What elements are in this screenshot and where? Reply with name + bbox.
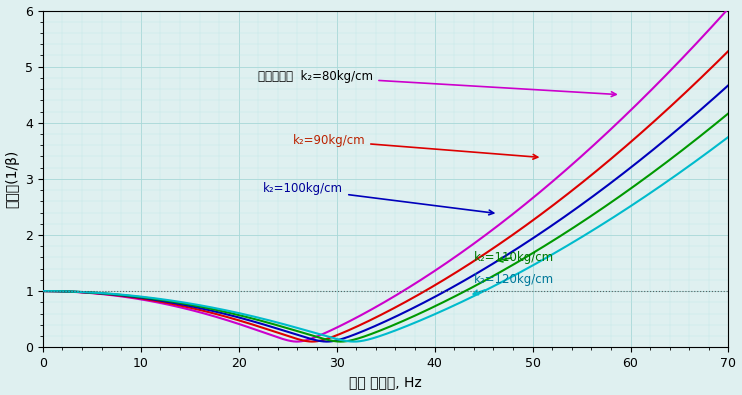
Text: 스프링상수  k₂=80kg/cm: 스프링상수 k₂=80kg/cm — [258, 70, 616, 96]
X-axis label: 측정 주파수, Hz: 측정 주파수, Hz — [349, 375, 422, 389]
Text: k₂=120kg/cm: k₂=120kg/cm — [473, 273, 554, 295]
Text: k₂=100kg/cm: k₂=100kg/cm — [263, 182, 493, 215]
Y-axis label: 감쇠비(1/β): 감쇠비(1/β) — [5, 150, 19, 208]
Text: k₂=90kg/cm: k₂=90kg/cm — [292, 134, 538, 159]
Text: k₂=110kg/cm: k₂=110kg/cm — [474, 251, 554, 264]
